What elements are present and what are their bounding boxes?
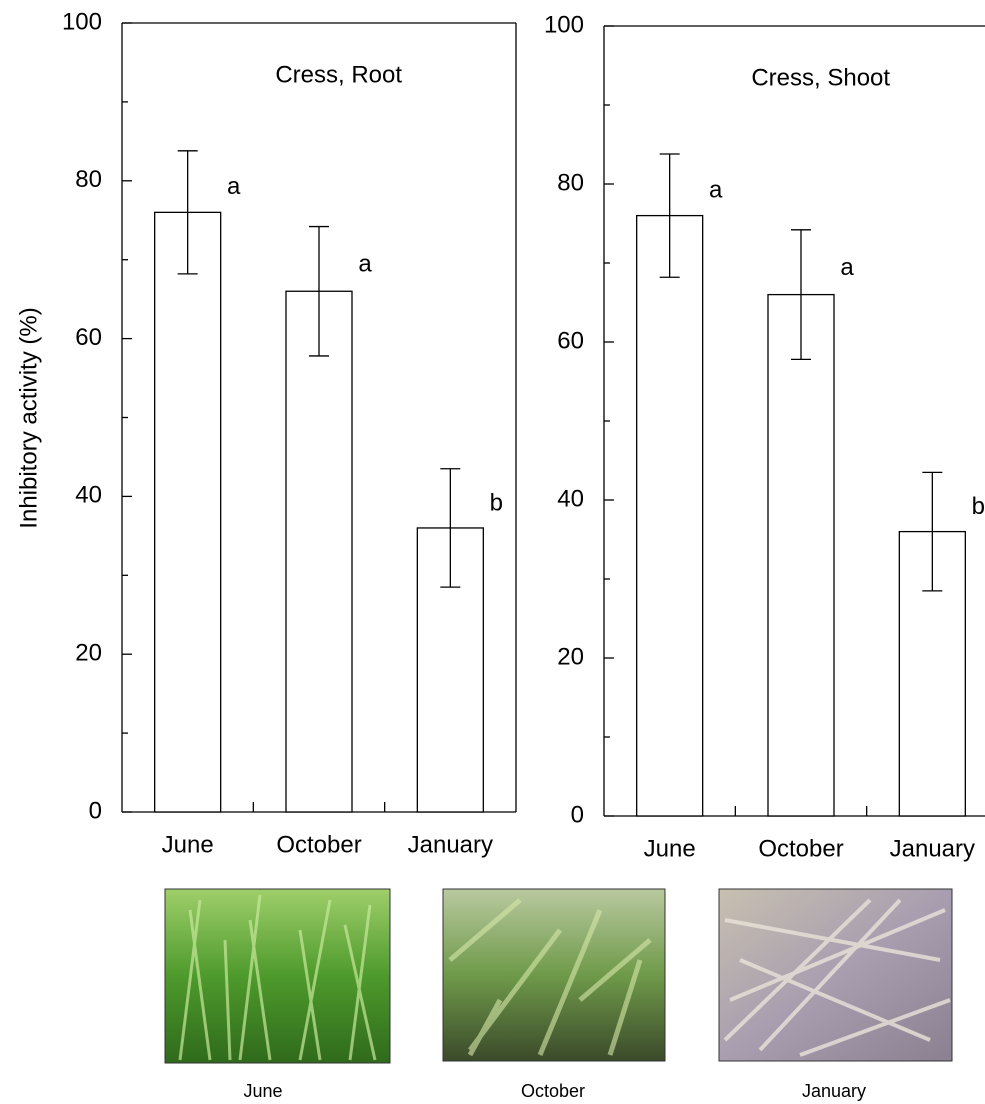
x-tick-label: January xyxy=(408,831,493,858)
photo-june xyxy=(164,888,391,1064)
x-tick-label: October xyxy=(758,835,843,862)
y-tick-label: 20 xyxy=(557,643,584,670)
y-tick-label: 60 xyxy=(75,324,102,351)
significance-letter: a xyxy=(709,176,723,203)
significance-letter: b xyxy=(972,493,985,520)
y-tick-label: 100 xyxy=(62,8,102,35)
significance-letter: b xyxy=(490,490,503,517)
chart-title: Cress, Root xyxy=(275,61,402,88)
y-tick-label: 60 xyxy=(557,327,584,354)
significance-letter: a xyxy=(227,173,241,200)
bar xyxy=(154,211,222,813)
bar xyxy=(285,290,353,813)
chart-title: Cress, Shoot xyxy=(751,64,890,91)
y-tick-label: 80 xyxy=(75,166,102,193)
y-tick-label: 40 xyxy=(557,485,584,512)
x-tick-label: June xyxy=(644,835,696,862)
x-tick-label: June xyxy=(162,831,214,858)
x-tick-label: January xyxy=(890,835,975,862)
y-axis-label: Inhibitory activity (%) xyxy=(15,307,42,528)
y-tick-label: 80 xyxy=(557,169,584,196)
bar xyxy=(636,214,704,817)
bar xyxy=(767,293,835,817)
y-tick-label: 20 xyxy=(75,640,102,667)
significance-letter: a xyxy=(358,251,372,278)
y-tick-label: 0 xyxy=(571,801,584,828)
photo-october xyxy=(442,888,666,1062)
photo-caption: June xyxy=(243,1081,282,1101)
photo-january xyxy=(718,888,953,1062)
y-tick-label: 0 xyxy=(89,797,102,824)
y-tick-label: 40 xyxy=(75,482,102,509)
photo-caption: January xyxy=(802,1081,866,1101)
significance-letter: a xyxy=(840,254,854,281)
bar xyxy=(898,530,966,817)
photo-caption: October xyxy=(521,1081,585,1101)
y-tick-label: 100 xyxy=(544,11,584,38)
x-tick-label: October xyxy=(276,831,361,858)
